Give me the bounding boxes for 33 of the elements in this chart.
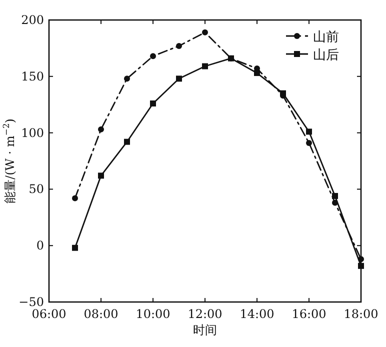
point xyxy=(358,262,364,269)
y-tick-label: 50 xyxy=(28,182,44,196)
point xyxy=(202,29,208,36)
point xyxy=(98,172,104,179)
point xyxy=(306,140,312,146)
point xyxy=(176,42,182,49)
x-tick-label: 12:00 xyxy=(188,307,222,321)
x-tick-label: 06:00 xyxy=(32,307,66,321)
point xyxy=(150,100,156,106)
point xyxy=(176,76,182,82)
x-tick-label: 08:00 xyxy=(84,307,118,321)
point xyxy=(98,126,104,132)
point xyxy=(124,76,130,82)
y-tick-label: −50 xyxy=(18,295,44,309)
legend-label: 山后 xyxy=(313,48,339,63)
y-tick-label: 200 xyxy=(21,13,44,27)
point xyxy=(358,256,364,262)
point xyxy=(150,53,156,60)
x-tick-label: 18:00 xyxy=(344,307,378,321)
y-tick-label: 0 xyxy=(36,238,44,253)
x-tick-label: 10:00 xyxy=(136,307,170,321)
point xyxy=(202,63,208,70)
y-tick-label: 150 xyxy=(21,69,44,84)
x-tick-label: 14:00 xyxy=(240,307,274,321)
point xyxy=(72,195,78,202)
x-axis-title: 时间 xyxy=(193,323,217,337)
point xyxy=(124,138,130,145)
point xyxy=(72,244,78,251)
legend-label: 山前 xyxy=(313,30,339,45)
y-tick-label: 100 xyxy=(21,126,44,140)
point xyxy=(332,200,338,206)
x-tick-label: 16:00 xyxy=(292,307,326,321)
point xyxy=(306,128,312,135)
